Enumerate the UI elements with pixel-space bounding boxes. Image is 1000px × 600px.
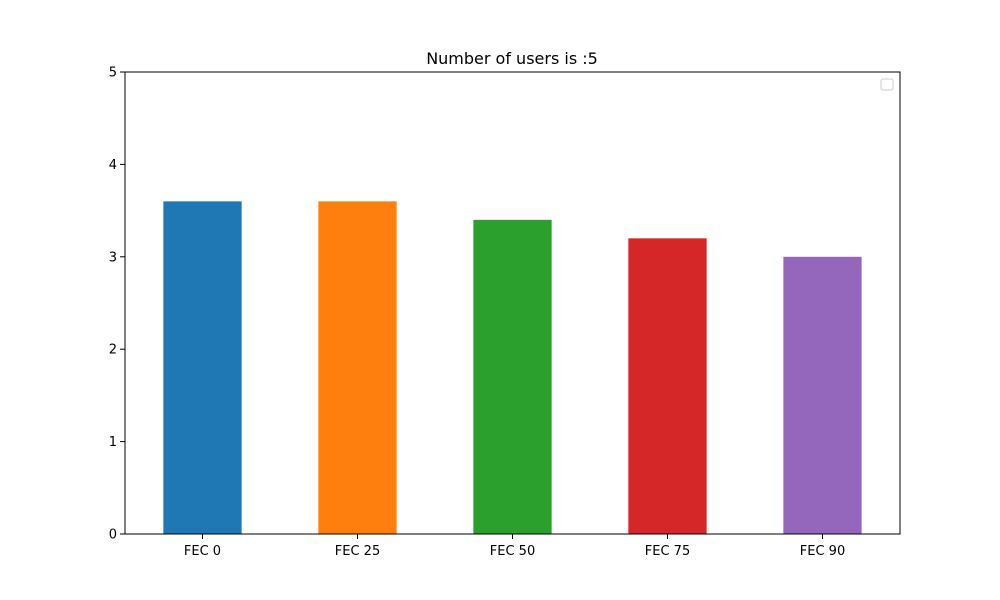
x-tick-label: FEC 75 (645, 544, 690, 559)
bar (628, 238, 707, 534)
axes-group: 0 1 2 3 4 5 FEC 0 FEC 25 FEC 50 FEC 75 FEC 90 (109, 66, 901, 559)
y-tick-label: 5 (109, 66, 117, 81)
y-tick-label: 0 (109, 528, 117, 543)
legend-box (880, 78, 894, 91)
y-tick-label: 3 (109, 250, 117, 265)
bar (318, 201, 397, 535)
x-tick-label: FEC 0 (184, 544, 221, 559)
bars-group (163, 201, 862, 535)
x-tick-label: FEC 25 (335, 544, 380, 559)
bar (783, 256, 862, 534)
y-tick-label: 4 (109, 158, 117, 173)
y-tick-label: 1 (109, 435, 117, 450)
x-tick-label: FEC 90 (800, 544, 845, 559)
y-tick-label: 2 (109, 343, 117, 358)
x-tick-label: FEC 50 (490, 544, 535, 559)
bar (473, 219, 552, 534)
bar (163, 201, 242, 535)
chart-title: Number of users is :5 (426, 49, 598, 68)
